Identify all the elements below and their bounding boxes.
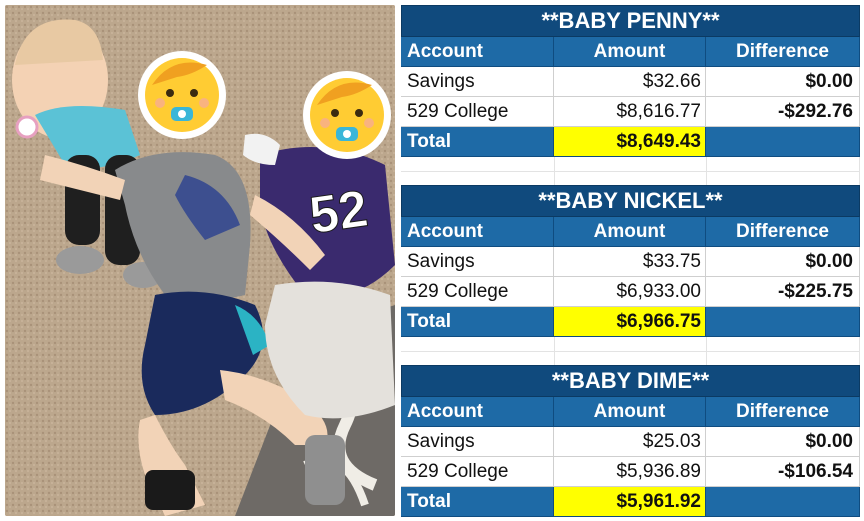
table-title: **BABY DIME** xyxy=(401,365,860,397)
difference-cell[interactable]: -$292.76 xyxy=(706,97,860,127)
photo-illustration: 52 xyxy=(5,5,395,516)
empty-rows xyxy=(401,157,860,185)
header-row: Account Amount Difference xyxy=(401,217,860,247)
table-row: Savings $25.03 $0.00 xyxy=(401,427,860,457)
amount-cell[interactable]: $25.03 xyxy=(554,427,706,457)
amount-cell[interactable]: $5,936.89 xyxy=(554,457,706,487)
total-row: Total $5,961.92 xyxy=(401,487,860,517)
difference-cell[interactable]: -$225.75 xyxy=(706,277,860,307)
baby-emoji-icon xyxy=(303,71,391,159)
total-difference-empty[interactable] xyxy=(706,307,860,337)
account-cell[interactable]: 529 College xyxy=(401,277,554,307)
table-row: Savings $33.75 $0.00 xyxy=(401,247,860,277)
table-title: **BABY PENNY** xyxy=(401,5,860,37)
account-cell[interactable]: Savings xyxy=(401,427,554,457)
header-account[interactable]: Account xyxy=(401,397,554,427)
header-account[interactable]: Account xyxy=(401,217,554,247)
kids-photo: 52 xyxy=(5,5,395,516)
difference-cell[interactable]: $0.00 xyxy=(706,427,860,457)
difference-cell[interactable]: -$106.54 xyxy=(706,457,860,487)
amount-cell[interactable]: $8,616.77 xyxy=(554,97,706,127)
amount-cell[interactable]: $32.66 xyxy=(554,67,706,97)
account-cell[interactable]: Savings xyxy=(401,67,554,97)
total-difference-empty[interactable] xyxy=(706,127,860,157)
total-amount[interactable]: $5,961.92 xyxy=(554,487,706,517)
header-difference[interactable]: Difference xyxy=(706,37,860,67)
table-row: 529 College $6,933.00 -$225.75 xyxy=(401,277,860,307)
header-row: Account Amount Difference xyxy=(401,397,860,427)
jersey-number: 52 xyxy=(306,180,371,245)
total-row: Total $6,966.75 xyxy=(401,307,860,337)
header-difference[interactable]: Difference xyxy=(706,217,860,247)
header-account[interactable]: Account xyxy=(401,37,554,67)
header-row: Account Amount Difference xyxy=(401,37,860,67)
account-cell[interactable]: 529 College xyxy=(401,457,554,487)
total-difference-empty[interactable] xyxy=(706,487,860,517)
total-label[interactable]: Total xyxy=(401,127,554,157)
savings-spreadsheet: **BABY PENNY** Account Amount Difference… xyxy=(401,5,860,517)
total-row: Total $8,649.43 xyxy=(401,127,860,157)
difference-cell[interactable]: $0.00 xyxy=(706,67,860,97)
difference-cell[interactable]: $0.00 xyxy=(706,247,860,277)
total-amount[interactable]: $6,966.75 xyxy=(554,307,706,337)
total-label[interactable]: Total xyxy=(401,307,554,337)
account-cell[interactable]: 529 College xyxy=(401,97,554,127)
table-title: **BABY NICKEL** xyxy=(401,185,860,217)
header-amount[interactable]: Amount xyxy=(554,397,706,427)
amount-cell[interactable]: $6,933.00 xyxy=(554,277,706,307)
header-amount[interactable]: Amount xyxy=(554,37,706,67)
total-amount[interactable]: $8,649.43 xyxy=(554,127,706,157)
total-label[interactable]: Total xyxy=(401,487,554,517)
account-cell[interactable]: Savings xyxy=(401,247,554,277)
table-row: Savings $32.66 $0.00 xyxy=(401,67,860,97)
table-row: 529 College $5,936.89 -$106.54 xyxy=(401,457,860,487)
header-amount[interactable]: Amount xyxy=(554,217,706,247)
baby-emoji-icon xyxy=(138,51,226,139)
table-row: 529 College $8,616.77 -$292.76 xyxy=(401,97,860,127)
header-difference[interactable]: Difference xyxy=(706,397,860,427)
amount-cell[interactable]: $33.75 xyxy=(554,247,706,277)
empty-rows xyxy=(401,337,860,365)
